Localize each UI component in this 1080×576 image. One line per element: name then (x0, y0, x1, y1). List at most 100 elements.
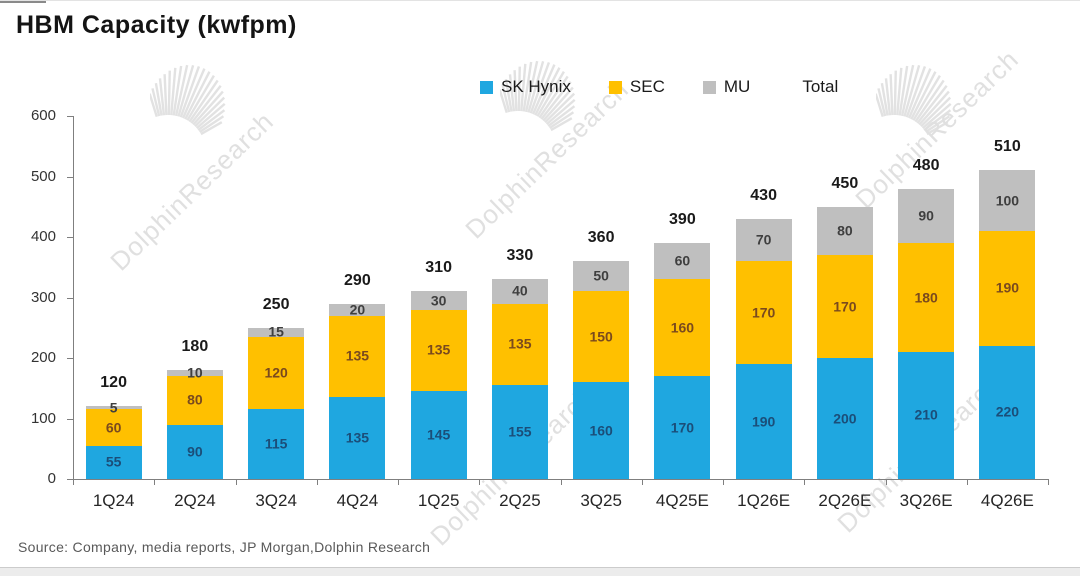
bar-segment-value: 135 (345, 347, 370, 364)
x-tick-mark (316, 479, 318, 485)
bar-segment-sec: 180 (898, 243, 955, 352)
x-axis-category-label: 2Q25 (499, 491, 541, 510)
y-tick-mark (67, 176, 73, 178)
bar-group-4q26e: 220 190 100 510 4Q26E (967, 116, 1048, 510)
bar-segment-sec: 135 (329, 315, 386, 398)
bar-segment-value: 135 (426, 341, 451, 358)
y-tick-mark (67, 479, 73, 480)
bar-segment-value: 115 (264, 435, 288, 452)
bar-segment-value: 135 (345, 429, 370, 446)
bar-segment-value: 170 (751, 304, 776, 321)
bar-segment-sk-hynix: 115 (248, 409, 305, 479)
bar-segment-sk-hynix: 135 (329, 397, 386, 479)
bar-segment-value: 90 (918, 207, 934, 224)
bar-segment-value: 160 (589, 422, 613, 439)
bar-segment-value: 100 (995, 192, 1020, 209)
page-edge-strip (0, 567, 1080, 576)
x-tick-mark (641, 479, 643, 485)
bar-segment-value: 60 (674, 252, 691, 269)
bar-segment-sec: 135 (491, 303, 548, 386)
y-tick-mark (67, 297, 73, 299)
bar-segment-value: 200 (833, 410, 857, 426)
bar-stack: 170 160 60 (654, 243, 711, 479)
bar-segment-sec: 150 (573, 291, 630, 383)
y-axis-line (73, 116, 74, 480)
bar-total-label: 290 (344, 271, 371, 289)
bar-segment-value: 190 (751, 413, 776, 430)
bar-total-label: 480 (912, 156, 940, 174)
bar-segment-value: 210 (914, 406, 938, 423)
bar-stack: 160 150 50 (573, 261, 630, 479)
x-tick-mark (966, 479, 968, 485)
x-axis-category-label: 3Q25 (580, 491, 622, 510)
bar-segment-value: 60 (105, 419, 122, 436)
bar-total-label: 430 (750, 186, 777, 204)
bar-segment-sk-hynix: 155 (491, 385, 548, 479)
bar-segment-mu: 5 (85, 400, 142, 415)
legend-swatch-mu (702, 80, 716, 94)
bar-segment-sec: 120 (248, 336, 305, 410)
bar-segment-value: 40 (512, 282, 528, 299)
bar-segment-value: 170 (833, 298, 857, 315)
bar-segment-value: 15 (268, 323, 284, 340)
bar-group-2q26e: 200 170 80 450 2Q26E (804, 116, 885, 510)
x-axis-category-label: 4Q26E (980, 491, 1034, 510)
bar-group-2q24: 90 80 10 180 2Q24 (154, 116, 235, 510)
bar-group-3q24: 115 120 15 250 3Q24 (236, 116, 317, 510)
bar-segment-sec: 80 (166, 376, 223, 425)
x-tick-mark (1048, 479, 1049, 485)
y-tick-mark (67, 358, 73, 359)
x-tick-mark (723, 479, 724, 485)
bar-segment-sk-hynix: 220 (979, 345, 1036, 479)
legend-label: SK Hynix (501, 77, 571, 96)
x-axis-category-label: 4Q25E (655, 491, 709, 510)
bar-stack: 90 80 10 (166, 365, 223, 479)
x-tick-mark (479, 479, 481, 485)
bar-segment-mu: 70 (735, 218, 792, 262)
legend-label: SEC (629, 77, 665, 96)
bar-total-label: 180 (181, 338, 209, 356)
bar-segment-value: 180 (914, 289, 938, 305)
bar-segment-value: 170 (670, 419, 695, 436)
bar-segment-sec: 160 (654, 279, 711, 377)
x-axis-category-label: 4Q24 (336, 491, 379, 510)
bar-segment-mu: 40 (491, 279, 548, 304)
bar-segment-sk-hynix: 55 (85, 445, 142, 479)
bar-total-label: 510 (994, 138, 1021, 156)
plot-area: 55 60 5 120 1Q24 90 80 10 180 2Q24 115 120 15 250 3Q24… (67, 116, 1049, 510)
bar-segment-sk-hynix: 170 (654, 376, 711, 479)
y-tick-mark (67, 418, 73, 420)
y-tick-label: 100 (30, 409, 56, 427)
bar-segment-value: 145 (426, 426, 451, 443)
legend-label: MU (723, 77, 751, 96)
x-tick-mark (73, 479, 74, 485)
x-axis-category-label: 1Q25 (417, 491, 460, 510)
bar-group-1q26e: 190 170 70 430 1Q26E (723, 116, 804, 510)
y-tick-label: 600 (30, 107, 56, 124)
bar-total-label: 330 (506, 247, 534, 265)
bar-total-label: 250 (262, 295, 290, 313)
bar-segment-value: 160 (670, 319, 695, 336)
bar-segment-sk-hynix: 190 (735, 364, 792, 479)
x-tick-mark (885, 479, 887, 485)
bar-segment-sk-hynix: 160 (573, 382, 630, 479)
source-note: Source: Company, media reports, JP Morga… (18, 539, 431, 555)
bar-stack: 190 170 70 (735, 218, 792, 479)
bar-group-4q25e: 170 160 60 390 4Q25E (642, 116, 723, 510)
y-tick-mark (67, 116, 73, 117)
x-tick-mark (804, 479, 806, 485)
bar-segment-mu: 80 (816, 206, 873, 256)
bar-segment-value: 190 (995, 279, 1020, 296)
bar-segment-mu: 60 (654, 243, 711, 280)
y-axis: 0 100 200 300 400 500 600 (0, 107, 60, 487)
bar-segment-value: 70 (755, 231, 772, 248)
bar-stack: 145 135 30 (410, 291, 467, 479)
bar-segment-value: 30 (430, 292, 447, 309)
bar-segment-value: 55 (105, 453, 122, 470)
bar-total-label: 120 (100, 374, 127, 392)
x-tick-mark (398, 479, 399, 485)
bar-segment-value: 155 (508, 423, 532, 440)
bar-segment-value: 120 (264, 364, 288, 381)
chart-legend: SK Hynix SEC MU Total (480, 77, 838, 97)
bar-segment-sec: 190 (979, 230, 1036, 346)
